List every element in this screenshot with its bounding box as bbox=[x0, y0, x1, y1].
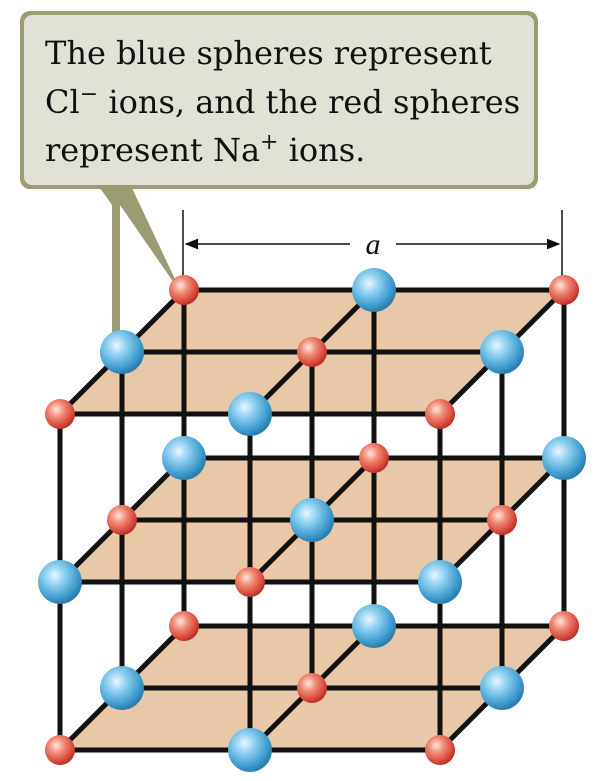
sodium-ion bbox=[487, 505, 517, 535]
chloride-ion bbox=[290, 498, 334, 542]
callout-line-3: represent Na+ ions. bbox=[45, 130, 365, 169]
chloride-ion bbox=[100, 666, 144, 710]
sodium-ion bbox=[169, 611, 199, 641]
chloride-ion bbox=[480, 666, 524, 710]
callout-line-2: Cl− ions, and the red spheres bbox=[45, 82, 520, 121]
sodium-ion bbox=[45, 399, 75, 429]
chloride-ion bbox=[162, 436, 206, 480]
sodium-ion bbox=[235, 567, 265, 597]
chloride-ion bbox=[100, 330, 144, 374]
sodium-ion bbox=[107, 505, 137, 535]
chloride-ion bbox=[418, 560, 462, 604]
sodium-ion bbox=[425, 399, 455, 429]
sodium-ion bbox=[549, 275, 579, 305]
chloride-ion bbox=[38, 560, 82, 604]
chloride-ion bbox=[542, 436, 586, 480]
dimension-label: a bbox=[366, 228, 381, 261]
callout-line-1: The blue spheres represent bbox=[45, 34, 492, 72]
sodium-ion bbox=[297, 337, 327, 367]
sodium-ion bbox=[359, 443, 389, 473]
callout-box: The blue spheres represent Cl− ions, and… bbox=[20, 11, 538, 189]
chloride-ion bbox=[228, 728, 272, 772]
sodium-ion bbox=[297, 673, 327, 703]
chloride-ion bbox=[352, 604, 396, 648]
sodium-ion bbox=[169, 275, 199, 305]
chloride-ion bbox=[228, 392, 272, 436]
chloride-ion bbox=[480, 330, 524, 374]
sodium-ion bbox=[549, 611, 579, 641]
chloride-ion bbox=[352, 268, 396, 312]
lattice-ions bbox=[38, 268, 586, 772]
sodium-ion bbox=[45, 735, 75, 765]
sodium-ion bbox=[425, 735, 455, 765]
